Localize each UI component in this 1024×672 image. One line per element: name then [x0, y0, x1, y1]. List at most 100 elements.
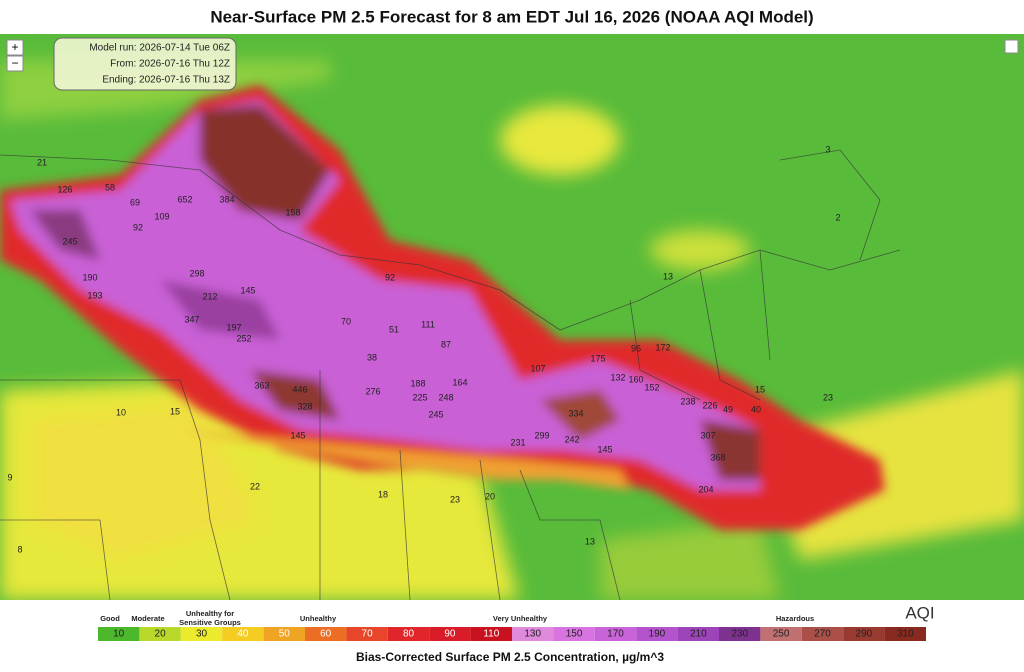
station-value: 145 [290, 430, 305, 440]
station-value: 152 [644, 382, 659, 392]
station-value: 18 [378, 489, 388, 499]
station-value: 160 [628, 374, 643, 384]
category-label: Moderate [131, 614, 164, 623]
station-value: 446 [292, 384, 307, 394]
scale-label: 110 [483, 629, 499, 640]
scale-cell [677, 627, 719, 641]
station-value: 368 [710, 452, 725, 462]
scale-cell [139, 627, 181, 641]
info-box [53, 37, 237, 91]
station-value: 299 [534, 430, 549, 440]
legend-footer: Bias-Corrected Surface PM 2.5 Concentrat… [356, 650, 664, 664]
station-value: 252 [236, 333, 251, 343]
scale-label: 130 [524, 629, 541, 640]
station-value: 8 [17, 544, 22, 554]
scale-cell [387, 627, 430, 641]
station-value: 248 [438, 392, 453, 402]
fullscreen-button[interactable] [1004, 39, 1019, 54]
station-value: 23 [450, 494, 460, 504]
scale-cell [636, 627, 678, 641]
zoom-out-box[interactable] [6, 55, 24, 72]
model-run: Model run: 2026-07-14 Tue 06Z [89, 43, 230, 54]
category-label: Very Unhealthy [493, 614, 548, 623]
scale-label: 20 [155, 629, 167, 640]
scale-cell [346, 627, 388, 641]
station-value: 164 [452, 377, 467, 387]
scale-label: 210 [690, 629, 707, 640]
scale-cell [719, 627, 761, 641]
scale-label: 230 [731, 629, 748, 640]
scale-cell [801, 627, 844, 641]
station-value: 245 [62, 236, 77, 246]
station-value: 69 [130, 197, 140, 207]
station-value: 334 [568, 408, 583, 418]
scale-label: 30 [196, 629, 208, 640]
aqi-label: AQI [905, 603, 934, 622]
scale-label: 290 [856, 629, 873, 640]
station-value: 96 [631, 343, 641, 353]
station-value: 212 [202, 291, 217, 301]
station-value: 107 [530, 363, 545, 373]
station-value: 10 [116, 407, 126, 417]
station-value: 226 [702, 400, 717, 410]
scale-cell [884, 627, 926, 641]
station-value: 2 [835, 212, 840, 222]
scale-label: 40 [237, 629, 249, 640]
scale-cell [760, 627, 802, 641]
station-value: 3 [825, 144, 830, 154]
station-value: 132 [610, 372, 625, 382]
station-value: 51 [389, 324, 399, 334]
zoom-in-label[interactable]: + [11, 40, 18, 54]
station-value: 40 [751, 404, 761, 414]
station-value: 22 [250, 481, 260, 491]
station-value: 23 [823, 392, 833, 402]
scale-label: 190 [649, 629, 666, 640]
station-value: 145 [240, 285, 255, 295]
scale-label: 90 [444, 629, 456, 640]
station-value: 38 [367, 352, 377, 362]
scale-cell [180, 627, 223, 641]
zoom-in-button[interactable]: + [6, 39, 24, 56]
station-value: 49 [723, 404, 733, 414]
station-value: 204 [698, 484, 713, 494]
station-value: 231 [510, 437, 525, 447]
scale-cell [222, 627, 264, 641]
category-label: Hazardous [776, 614, 814, 623]
station-value: 328 [297, 401, 312, 411]
station-value: 158 [285, 207, 300, 217]
zoom-out-label[interactable]: − [11, 56, 18, 70]
station-value: 70 [341, 316, 351, 326]
scale-cell [470, 627, 512, 641]
scale-label: 310 [897, 629, 914, 640]
station-value: 87 [441, 339, 451, 349]
station-value: 190 [82, 272, 97, 282]
scale-label: 60 [320, 629, 332, 640]
scale-label: 70 [362, 629, 374, 640]
scale-label: 170 [607, 629, 624, 640]
zoom-out-button[interactable]: − [6, 55, 24, 72]
station-value: 197 [226, 322, 241, 332]
scale-cell [263, 627, 305, 641]
station-value: 15 [170, 406, 180, 416]
zoom-in-box[interactable] [6, 39, 24, 56]
scale-label: 80 [403, 629, 415, 640]
station-value: 245 [428, 409, 443, 419]
station-value: 225 [412, 392, 427, 402]
scale-label: 270 [814, 629, 831, 640]
station-value: 92 [385, 272, 395, 282]
station-value: 13 [663, 271, 673, 281]
boundaries [0, 149, 901, 600]
station-value: 384 [219, 194, 234, 204]
station-value: 298 [189, 268, 204, 278]
scale-label: 50 [279, 629, 291, 640]
model-info: Model run: 2026-07-14 Tue 06Z From: 2026… [53, 37, 237, 91]
scale-label: 250 [773, 629, 790, 640]
station-value: 276 [365, 386, 380, 396]
station-value: 111 [421, 319, 435, 329]
station-value: 307 [700, 430, 715, 440]
station-value: 242 [564, 434, 579, 444]
